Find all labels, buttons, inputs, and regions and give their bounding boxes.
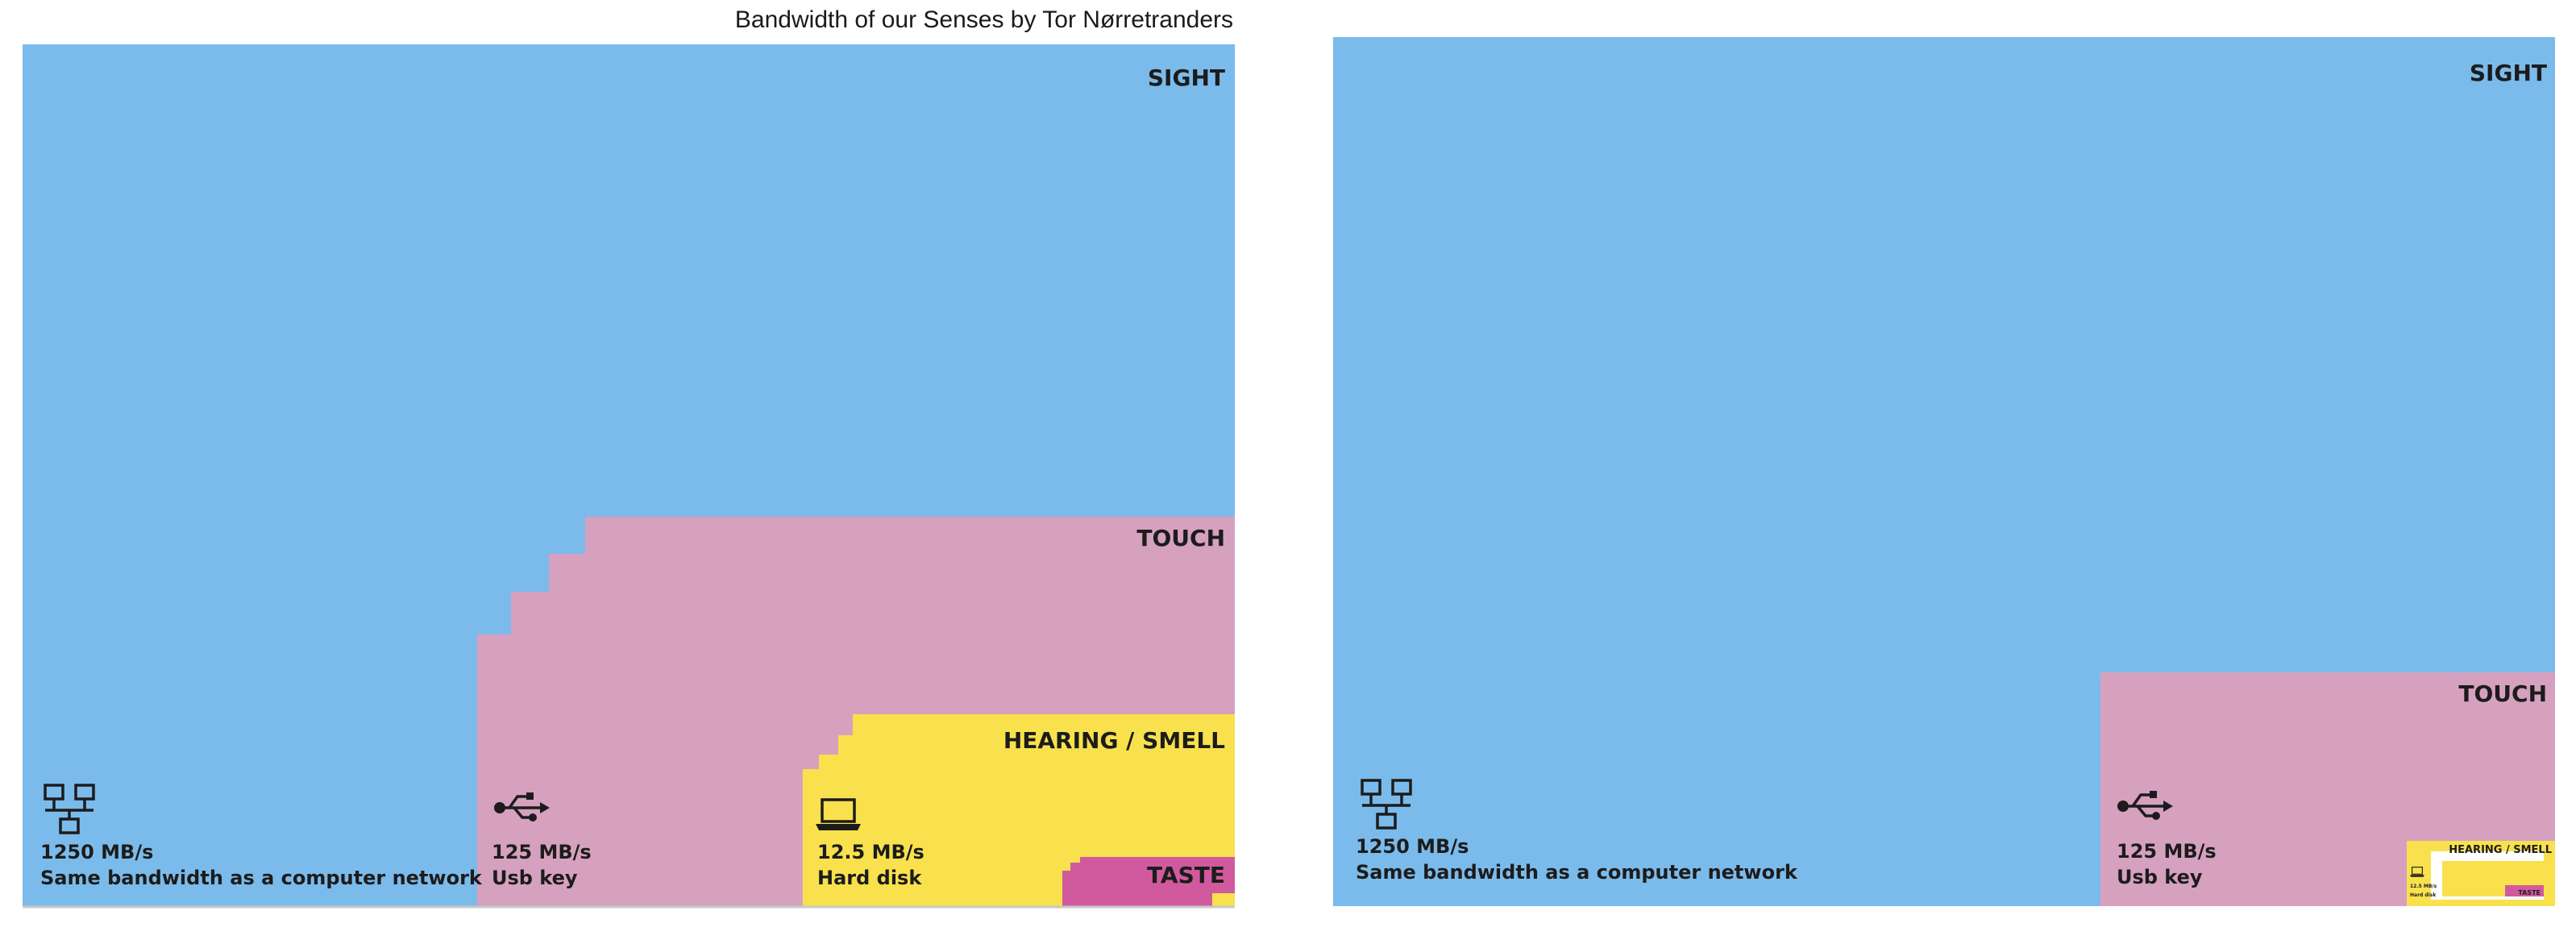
left-network-desc: Same bandwidth as a computer network <box>40 867 483 889</box>
left-disk-rate: 12.5 MB/s <box>817 841 924 863</box>
right-disk-rate: 12.5 MB/s <box>2410 884 2437 889</box>
laptop-icon <box>816 798 861 830</box>
right-panel: SIGHT TOUCH HEARING / SMELL TASTE 1250 M… <box>1333 37 2555 906</box>
right-touch-label: TOUCH <box>2458 680 2547 707</box>
usb-icon <box>494 792 550 821</box>
left-network-rate: 1250 MB/s <box>40 841 153 863</box>
right-taste-region <box>2505 885 2544 896</box>
right-hearing-smell-label: HEARING / SMELL <box>2449 844 2552 856</box>
right-network-desc: Same bandwidth as a computer network <box>1356 861 1798 884</box>
right-disk-desc: Hard disk <box>2410 892 2437 898</box>
usb-icon <box>2117 791 2173 820</box>
left-sight-label: SIGHT <box>1148 64 1225 91</box>
left-usb-rate: 125 MB/s <box>492 841 592 863</box>
left-taste-label: TASTE <box>1147 862 1225 888</box>
right-sight-label: SIGHT <box>2470 60 2547 86</box>
network-icon <box>1361 779 1412 830</box>
network-icon <box>44 784 95 834</box>
right-taste-label: TASTE <box>2518 889 2541 896</box>
right-network-rate: 1250 MB/s <box>1356 835 1469 858</box>
right-usb-desc: Usb key <box>2117 866 2203 888</box>
left-touch-label: TOUCH <box>1136 525 1225 551</box>
left-taste-region <box>1062 857 1235 907</box>
diagram-title: Bandwidth of our Senses by Tor Nørretran… <box>735 6 1233 33</box>
right-usb-rate: 125 MB/s <box>2117 840 2217 863</box>
left-disk-desc: Hard disk <box>817 867 922 889</box>
laptop-icon <box>2410 867 2424 877</box>
left-hearing-smell-label: HEARING / SMELL <box>1003 727 1225 754</box>
left-panel: SIGHT TOUCH HEARING / SMELL TASTE 1250 M… <box>23 44 1235 909</box>
left-usb-desc: Usb key <box>492 867 578 889</box>
